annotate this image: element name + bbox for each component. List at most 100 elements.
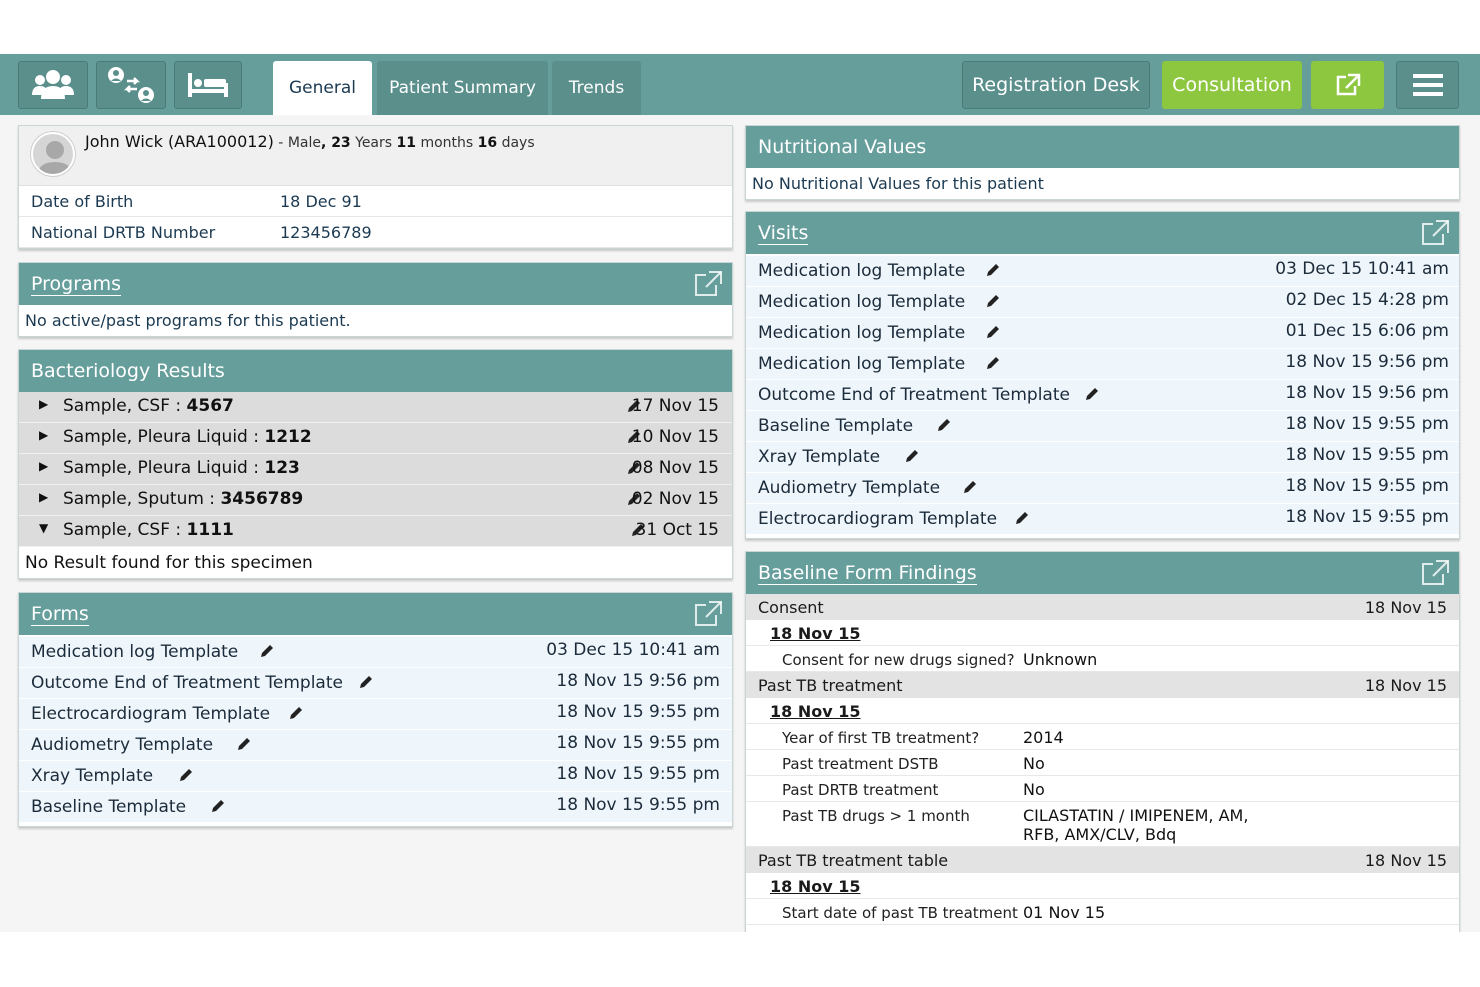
sample-date: 08 Nov 15 <box>631 458 719 478</box>
pencil-icon[interactable] <box>626 491 642 512</box>
list-item[interactable]: ▶ Sample, Pleura Liquid : 1212 10 Nov 15 <box>19 423 732 454</box>
visit-name[interactable]: Medication log Template <box>758 354 966 374</box>
observation-date[interactable]: 18 Nov 15 <box>770 877 861 896</box>
pencil-icon[interactable] <box>962 479 978 500</box>
user-avatar-icon <box>37 141 73 174</box>
sample-date: 02 Nov 15 <box>631 489 719 509</box>
patient-transfer-button[interactable] <box>96 61 166 109</box>
registration-desk-button[interactable]: Registration Desk <box>962 61 1150 109</box>
list-item[interactable]: Audiometry Template 18 Nov 15 9:55 pm <box>746 473 1459 504</box>
pencil-icon[interactable] <box>936 417 952 438</box>
open-external-button[interactable] <box>1311 61 1384 109</box>
list-item[interactable]: Audiometry Template 18 Nov 15 9:55 pm <box>19 730 732 761</box>
list-item[interactable]: Xray Template 18 Nov 15 9:55 pm <box>746 442 1459 473</box>
tab-patient-summary[interactable]: Patient Summary <box>377 61 548 115</box>
pencil-icon[interactable] <box>626 398 642 419</box>
table-row: Year of first TB treatment? 2014 <box>746 724 1459 750</box>
finding-value: Unknown <box>1023 650 1098 669</box>
list-item[interactable]: Baseline Template 18 Nov 15 9:55 pm <box>19 792 732 823</box>
visit-name[interactable]: Xray Template <box>758 447 881 467</box>
finding-value: No <box>1023 780 1045 799</box>
observation-date[interactable]: 18 Nov 15 <box>770 624 861 643</box>
hamburger-menu-icon <box>1412 74 1443 96</box>
bed-button[interactable] <box>174 61 242 109</box>
observation-date[interactable]: 18 Nov 15 <box>770 702 861 721</box>
pencil-icon[interactable] <box>1014 510 1030 531</box>
list-item[interactable]: Medication log Template 03 Dec 15 10:41 … <box>746 256 1459 287</box>
list-item[interactable]: Electrocardiogram Template 18 Nov 15 9:5… <box>746 504 1459 535</box>
baseline-title[interactable]: Baseline Form Findings <box>758 561 977 585</box>
visit-name[interactable]: Outcome End of Treatment Template <box>758 385 1070 405</box>
list-item[interactable]: ▶ Sample, CSF : 4567 17 Nov 15 <box>19 392 732 423</box>
forms-title[interactable]: Forms <box>31 602 89 626</box>
list-item[interactable]: ▼ Sample, CSF : 1111 31 Oct 15 <box>19 516 732 547</box>
list-item[interactable]: ▶ Sample, Sputum : 3456789 02 Nov 15 <box>19 485 732 516</box>
list-item[interactable]: Xray Template 18 Nov 15 9:55 pm <box>19 761 732 792</box>
finding-label: Start date of past TB treatment <box>782 904 1018 922</box>
tab-general[interactable]: General <box>273 61 372 115</box>
pencil-icon[interactable] <box>985 324 1001 345</box>
pencil-icon[interactable] <box>904 448 920 469</box>
observation-date-link[interactable]: 18 Nov 15 <box>746 698 1459 724</box>
form-name[interactable]: Medication log Template <box>31 642 239 662</box>
pencil-icon[interactable] <box>626 460 642 481</box>
external-link-icon[interactable] <box>692 599 724 634</box>
list-item[interactable]: Medication log Template 03 Dec 15 10:41 … <box>19 637 732 668</box>
list-item[interactable]: Outcome End of Treatment Template 18 Nov… <box>746 380 1459 411</box>
visit-name[interactable]: Baseline Template <box>758 416 914 436</box>
list-item[interactable]: Baseline Template 18 Nov 15 9:55 pm <box>746 411 1459 442</box>
list-item[interactable]: Electrocardiogram Template 18 Nov 15 9:5… <box>19 699 732 730</box>
visits-panel: Visits Medication log Template 03 Dec 15… <box>745 211 1460 539</box>
visit-name[interactable]: Medication log Template <box>758 323 966 343</box>
observation-date-link[interactable]: 18 Nov 15 <box>746 620 1459 646</box>
detail-label: National DRTB Number <box>31 223 216 242</box>
pencil-icon[interactable] <box>236 736 252 757</box>
list-item[interactable]: Medication log Template 18 Nov 15 9:56 p… <box>746 349 1459 380</box>
form-name[interactable]: Outcome End of Treatment Template <box>31 673 343 693</box>
pencil-icon[interactable] <box>1084 386 1100 407</box>
observation-date-link[interactable]: 18 Nov 15 <box>746 873 1459 899</box>
pencil-icon[interactable] <box>358 674 374 695</box>
pencil-icon[interactable] <box>626 429 642 450</box>
pencil-icon[interactable] <box>210 798 226 819</box>
list-item[interactable]: Medication log Template 01 Dec 15 6:06 p… <box>746 318 1459 349</box>
transfer-icon <box>108 67 154 103</box>
visits-title[interactable]: Visits <box>758 221 809 245</box>
finding-value: 2014 <box>1023 728 1064 747</box>
tab-trends[interactable]: Trends <box>552 61 641 115</box>
pencil-icon[interactable] <box>985 293 1001 314</box>
form-name[interactable]: Electrocardiogram Template <box>31 704 271 724</box>
external-link-icon[interactable] <box>1419 218 1451 253</box>
finding-value: CILASTATIN / IMIPENEM, AM, RFB, AMX/CLV, … <box>1023 806 1248 844</box>
patients-button[interactable] <box>18 61 88 109</box>
pencil-icon[interactable] <box>259 643 275 664</box>
list-item[interactable]: Outcome End of Treatment Template 18 Nov… <box>19 668 732 699</box>
programs-title[interactable]: Programs <box>31 272 122 296</box>
visit-name[interactable]: Audiometry Template <box>758 478 941 498</box>
visit-name[interactable]: Electrocardiogram Template <box>758 509 998 529</box>
visit-name[interactable]: Medication log Template <box>758 292 966 312</box>
pencil-icon[interactable] <box>985 262 1001 283</box>
pencil-icon[interactable] <box>178 767 194 788</box>
list-item[interactable]: ▶ Sample, Pleura Liquid : 123 08 Nov 15 <box>19 454 732 485</box>
caret-right-icon[interactable]: ▶ <box>39 459 49 473</box>
caret-right-icon[interactable]: ▶ <box>39 490 49 504</box>
pencil-icon[interactable] <box>985 355 1001 376</box>
sample-id: 3456789 <box>220 489 304 509</box>
external-link-icon[interactable] <box>692 269 724 304</box>
consultation-button[interactable]: Consultation <box>1162 61 1302 109</box>
caret-right-icon[interactable]: ▶ <box>39 428 49 442</box>
form-name[interactable]: Xray Template <box>31 766 154 786</box>
form-name[interactable]: Baseline Template <box>31 797 187 817</box>
patient-info-panel: John Wick (ARA100012) - Male, 23 Years 1… <box>18 125 733 249</box>
visit-name[interactable]: Medication log Template <box>758 261 966 281</box>
external-link-icon[interactable] <box>1419 558 1451 593</box>
caret-right-icon[interactable]: ▶ <box>39 397 49 411</box>
pencil-icon[interactable] <box>288 705 304 726</box>
pencil-icon[interactable] <box>630 522 646 543</box>
menu-button[interactable] <box>1396 61 1459 109</box>
external-link-icon <box>1336 73 1360 96</box>
caret-down-icon[interactable]: ▼ <box>39 521 49 535</box>
list-item[interactable]: Medication log Template 02 Dec 15 4:28 p… <box>746 287 1459 318</box>
form-name[interactable]: Audiometry Template <box>31 735 214 755</box>
